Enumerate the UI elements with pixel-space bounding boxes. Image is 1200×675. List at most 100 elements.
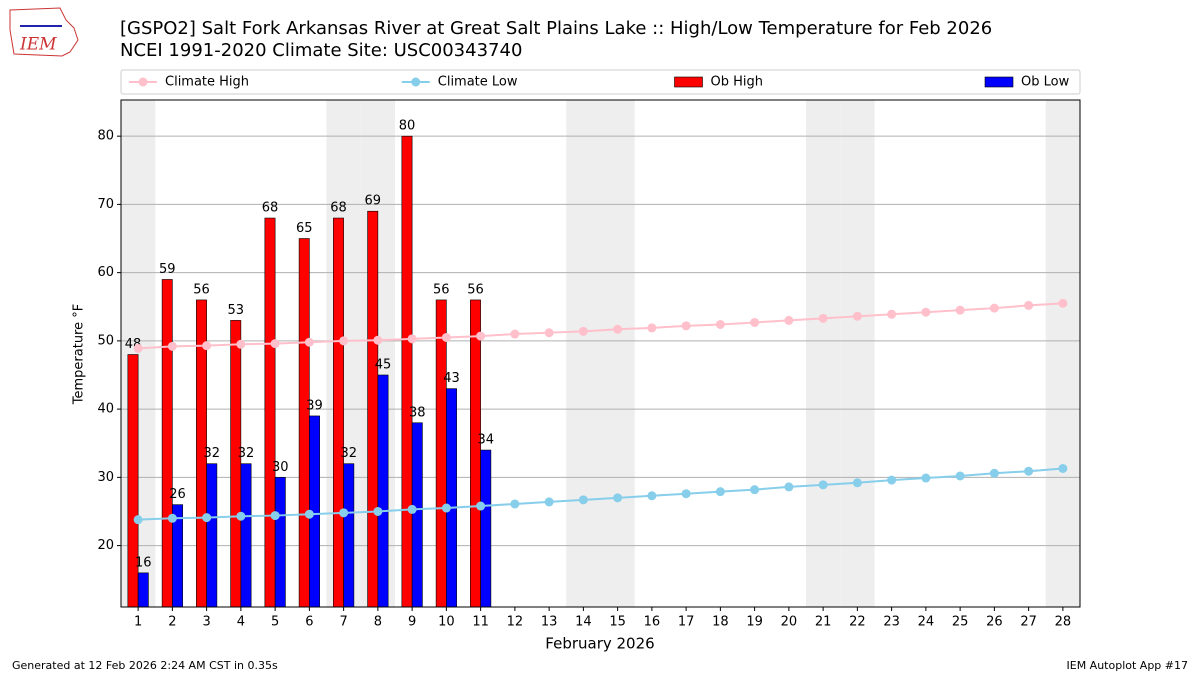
bar (401, 135, 413, 608)
footer-right: IEM Autoplot App #17 (1067, 659, 1189, 672)
x-tick-label: 5 (271, 615, 279, 630)
weekend-shade (600, 100, 635, 607)
logo: IEM (9, 7, 79, 57)
legend-box (120, 69, 1081, 95)
line-marker (339, 508, 349, 518)
line-marker (339, 336, 349, 346)
weekend-shade (566, 100, 601, 607)
y-tick-label: 60 (97, 265, 114, 280)
data-label: 56 (467, 282, 484, 297)
line-marker (989, 303, 999, 313)
data-label: 39 (306, 398, 323, 413)
x-tick-label: 9 (408, 615, 416, 630)
x-tick-label: 24 (918, 615, 935, 630)
data-label: 38 (409, 405, 426, 420)
line-marker (476, 331, 486, 341)
x-tick-label: 8 (374, 615, 382, 630)
footer-left: Generated at 12 Feb 2026 2:24 AM CST in … (12, 659, 278, 672)
y-tick-label: 50 (97, 333, 114, 348)
line-marker (544, 497, 554, 507)
line-marker (1024, 466, 1034, 476)
line-marker (613, 324, 623, 334)
bar (230, 320, 242, 608)
line-marker (750, 317, 760, 327)
data-label: 32 (238, 446, 255, 461)
y-tick-label: 40 (97, 402, 114, 417)
line-marker (270, 511, 280, 521)
bar (137, 572, 149, 608)
line-marker (304, 509, 314, 519)
line-marker (989, 468, 999, 478)
line-marker (955, 471, 965, 481)
line-marker (784, 482, 794, 492)
bar (446, 388, 457, 608)
data-label: 16 (135, 555, 152, 570)
weekend-shade (1045, 100, 1080, 607)
plot-frame (120, 99, 1081, 608)
data-label: 30 (272, 460, 289, 475)
bar (161, 279, 173, 608)
line-marker (852, 478, 862, 488)
x-tick-label: 13 (541, 615, 558, 630)
line-marker (304, 337, 314, 347)
x-tick-label: 6 (305, 615, 313, 630)
line-marker (270, 339, 280, 349)
x-tick-label: 7 (339, 615, 347, 630)
x-tick-label: 21 (815, 615, 832, 630)
x-tick-label: 14 (575, 615, 592, 630)
data-label: 56 (193, 282, 210, 297)
line-marker (578, 495, 588, 505)
legend-marker (411, 77, 421, 87)
line-marker (955, 305, 965, 315)
bar (274, 477, 286, 608)
line-marker (167, 341, 177, 351)
line-marker (647, 491, 657, 501)
x-tick-label: 2 (168, 615, 176, 630)
chart-subtitle: NCEI 1991-2020 Climate Site: USC00343740 (120, 40, 522, 61)
line-marker (476, 501, 486, 511)
x-tick-label: 18 (712, 615, 729, 630)
y-axis-label: Temperature °F (72, 304, 87, 405)
data-label: 43 (443, 371, 460, 386)
line-marker (613, 493, 623, 503)
data-label: 68 (262, 201, 279, 216)
bar (343, 463, 355, 608)
bar (240, 463, 252, 608)
x-tick-label: 3 (202, 615, 210, 630)
y-tick-label: 30 (97, 470, 114, 485)
weekend-shade (840, 100, 875, 607)
x-tick-label: 27 (1020, 615, 1037, 630)
weekend-shade (806, 100, 841, 607)
line-marker (681, 489, 691, 499)
line-marker (202, 513, 212, 523)
x-tick-label: 28 (1055, 615, 1072, 630)
x-tick-label: 16 (644, 615, 661, 630)
bar (377, 374, 389, 608)
bar (206, 463, 218, 608)
data-label: 69 (364, 194, 381, 209)
x-tick-label: 19 (746, 615, 763, 630)
x-tick-label: 15 (609, 615, 626, 630)
bar (333, 217, 344, 608)
bar (470, 299, 481, 608)
legend-swatch (984, 76, 1014, 88)
y-tick-label: 80 (97, 129, 114, 144)
x-tick-label: 22 (849, 615, 866, 630)
line-marker (373, 506, 383, 516)
x-axis-label: February 2026 (545, 635, 654, 653)
bar (264, 217, 276, 608)
bar (367, 210, 379, 608)
line-marker (236, 511, 246, 521)
line-marker (715, 487, 725, 497)
data-label: 59 (159, 262, 176, 277)
x-tick-label: 20 (781, 615, 798, 630)
line-marker (510, 499, 520, 509)
chart-title: [GSPO2] Salt Fork Arkansas River at Grea… (120, 18, 992, 39)
line-marker (133, 515, 143, 525)
line (138, 302, 1063, 350)
bar (435, 299, 447, 608)
line-marker (921, 473, 931, 483)
legend-swatch (674, 76, 703, 88)
line-marker (818, 480, 828, 490)
line-marker (510, 329, 520, 339)
